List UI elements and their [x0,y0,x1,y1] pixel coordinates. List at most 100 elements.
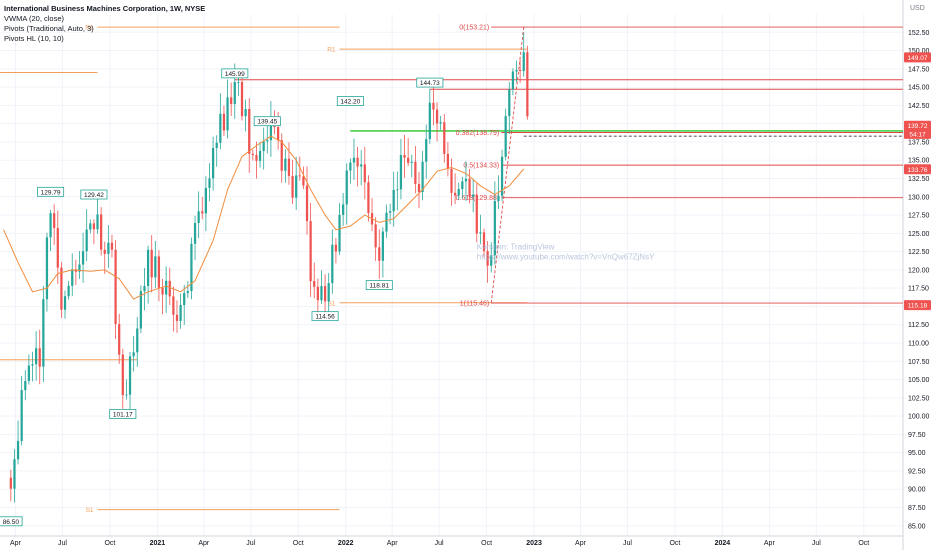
candle-body [519,69,522,72]
x-tick-label: Apr [198,540,210,547]
candle-body [190,243,193,292]
candle-body [56,228,59,268]
chart-title: International Business Machines Corporat… [4,4,206,13]
candle-body [85,229,88,252]
candle-body [396,189,399,191]
candle [486,241,489,283]
candle-body [89,223,92,230]
candle [248,98,251,173]
candle-body [35,348,38,365]
watermark: Kerstein: TradingView https://www.youtube… [477,242,655,261]
candle [222,105,226,136]
fib-level-label: 0(153.21) [459,25,489,32]
candle-body [316,286,319,301]
candle-body [244,109,247,117]
candle [370,198,374,231]
pivot-label: S1 [328,300,336,307]
candle-body [67,285,70,297]
indicator-pivots[interactable]: Pivots (Traditional, Auto, 3) [4,24,94,33]
y-tick-label: 87.50 [908,505,926,512]
candle [208,163,211,202]
pivot-hl-box [109,409,137,419]
x-tick-label: Oct [481,540,492,547]
candle [125,379,128,400]
candle-body [360,164,363,167]
candle [100,207,103,256]
candle-body [266,140,269,142]
candle [53,204,56,245]
pivot-hl-text: 139.45 [257,119,277,126]
candle [407,138,410,167]
candle-body [161,287,164,295]
candle [92,219,96,245]
candle-body [320,286,323,301]
candle [154,240,157,288]
pivot-hl-label: 129.42 [80,189,108,200]
candle-body [475,194,478,234]
y-tick-label: 122.50 [908,249,930,256]
y-tick-label: 90.00 [908,487,926,494]
candle-body [280,140,283,171]
candle [219,93,222,150]
candle-body [403,155,406,158]
candle [204,176,208,232]
candle [323,274,327,316]
candle-body [118,324,121,355]
y-tick-label: 120.00 [908,267,930,274]
candle [421,151,424,201]
indicator-vwma[interactable]: VWMA (20, close) [4,14,65,23]
candle [461,176,464,199]
indicator-pivots-hl[interactable]: Pivots HL (10, 10) [4,34,64,43]
candle [103,241,106,274]
y-tick-label: 117.50 [908,286,929,293]
candle [500,149,504,202]
candle-body [143,285,146,292]
candle [13,448,16,503]
candle [435,102,439,142]
candle-body [222,113,226,131]
candle-body [352,157,356,163]
x-tick-label: Apr [10,540,22,547]
candle [482,228,486,258]
pivot-hl-text: 118.81 [370,283,390,290]
candle-body [157,256,161,288]
candle-body [13,459,16,489]
candle-body [24,381,27,391]
candle-body [464,178,468,182]
candle-body [363,164,366,183]
candle [504,108,507,161]
x-tick-label: 2021 [150,540,166,547]
candle-body [183,292,186,306]
candle [150,235,153,293]
candle [85,209,88,262]
candle-body [334,244,338,252]
candle-body [38,348,41,367]
candle-body [497,195,500,201]
x-tick-label: Oct [858,540,869,547]
price-badge-text: 133.76 [908,167,928,174]
candle [132,336,135,372]
candle-body [226,97,229,131]
x-tick-label: Jul [435,540,444,547]
candle [24,370,27,401]
candle-body [42,299,45,367]
candle [342,193,345,226]
candle-body [139,291,142,329]
candle [20,375,23,446]
candle [143,267,146,311]
candle [262,127,265,170]
candle [139,285,142,334]
x-tick-label: Oct [104,540,115,547]
candle [287,142,291,185]
candle [519,57,522,83]
candle-body [31,364,34,366]
candle-body [201,211,204,214]
candle [16,420,20,465]
candle-body [60,267,63,310]
candle-body [208,178,211,188]
candle-body [439,122,442,124]
y-tick-label: 107.50 [908,359,930,366]
candle [114,240,117,340]
